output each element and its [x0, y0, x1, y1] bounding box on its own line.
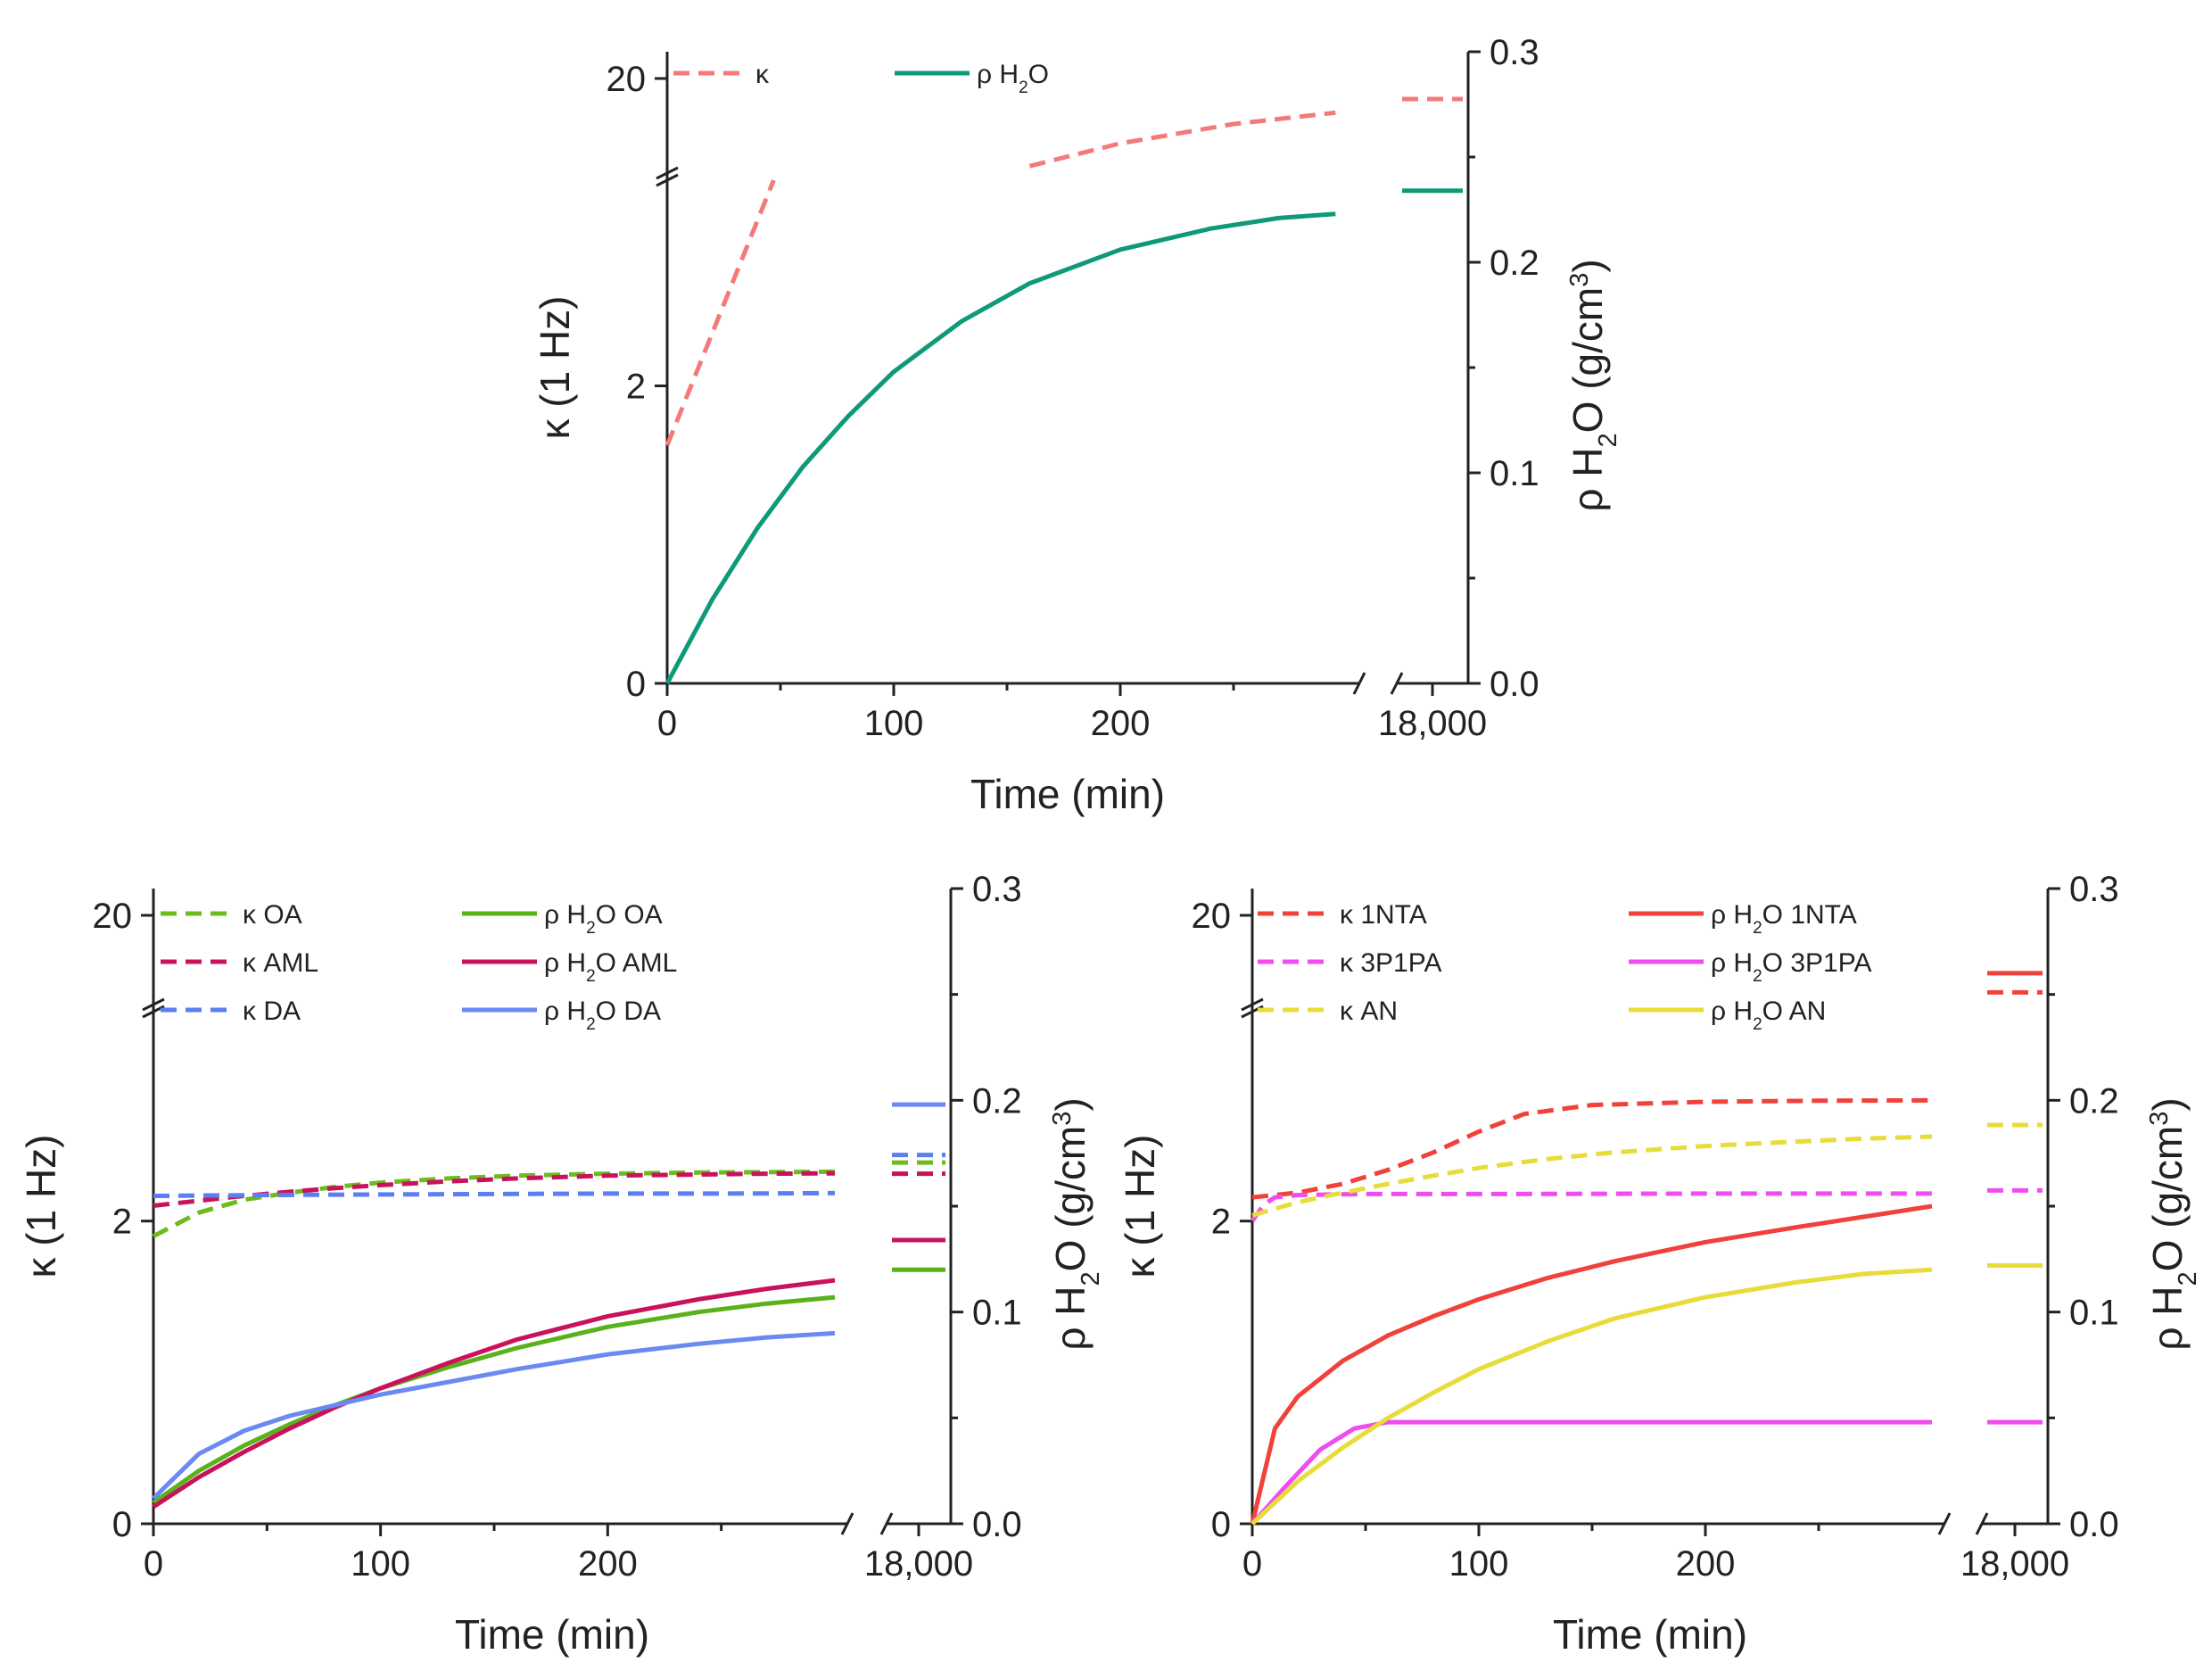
- legend-label: ρ H2O OA: [544, 900, 663, 938]
- x-break-mark: [1937, 1512, 1952, 1535]
- legend-label: κ DA: [243, 997, 301, 1026]
- x-axis-label: Time (min): [455, 1611, 649, 1658]
- y-right-tick-label: 0.2: [2069, 1081, 2119, 1121]
- x-tick-label: 0: [657, 704, 677, 743]
- y-right-axis-label: ρ H2O (g/cm3): [1047, 1097, 1105, 1350]
- series-line-2: [664, 211, 1336, 685]
- series-line-1: [153, 1170, 836, 1208]
- y-left-tick-label: 20: [93, 897, 133, 936]
- legend-label: κ: [755, 60, 770, 89]
- x-break-mark: [1352, 672, 1366, 695]
- x-axis-label: Time (min): [1553, 1611, 1747, 1658]
- x-tick-label: 200: [1676, 1544, 1736, 1584]
- y-left-tick-label: 0: [626, 665, 646, 704]
- y-right-axis-label: ρ H2O (g/cm3): [1564, 259, 1622, 511]
- legend-label: κ 1NTA: [1340, 900, 1427, 930]
- legend-label: ρ H2O 3P1PA: [1711, 948, 1872, 986]
- legend-label: ρ H2O DA: [544, 997, 661, 1034]
- y-left-axis-label: κ (1 Hz): [18, 1135, 64, 1278]
- legend-label: ρ H2O 1NTA: [1711, 900, 1857, 938]
- y-right-tick-label: 0.0: [1490, 665, 1539, 704]
- legend-label: ρ H2O AML: [544, 948, 677, 986]
- chart-bottom-right: 0 100 200 18,000 Time (min) 0 2 20 κ (1 Hz) 0.0 0.…: [1117, 870, 2202, 1658]
- series-line-1: [1250, 1191, 1932, 1223]
- y-left-tick-label: 2: [626, 368, 646, 407]
- y-left-tick-label: 2: [1211, 1203, 1231, 1242]
- x-break-tick-label: 18,000: [1378, 704, 1487, 743]
- y-left-tick-label: 20: [1192, 897, 1232, 936]
- y-left-tick-label: 2: [112, 1203, 132, 1242]
- series-line-3: [1250, 1203, 1933, 1525]
- legend-label: ρ H2O: [977, 60, 1049, 97]
- series-line-0: [664, 179, 776, 447]
- y-right-tick-label: 0.2: [972, 1081, 1022, 1121]
- x-break-mark: [879, 1512, 894, 1535]
- y-right-tick-label: 0.3: [1490, 33, 1539, 72]
- x-break-tick-label: 18,000: [864, 1544, 973, 1584]
- series-line-4: [152, 1278, 836, 1509]
- x-tick-label: 100: [1449, 1544, 1509, 1584]
- y-right-tick-label: 0.0: [972, 1505, 1022, 1544]
- chart-top: 0 100 200 18,000 Time (min) 0 2 20 κ (1 Hz) 0.0 0.…: [532, 33, 1622, 817]
- x-tick-label: 100: [864, 704, 924, 743]
- x-break-mark: [1390, 672, 1404, 695]
- series-line-0: [152, 1169, 836, 1238]
- y-right-axis-label: ρ H2O (g/cm3): [2144, 1097, 2202, 1350]
- series-line-3: [152, 1294, 836, 1505]
- legend-label: κ 3P1PA: [1340, 948, 1442, 978]
- y-left-axis-label: κ (1 Hz): [532, 296, 578, 440]
- legend-label: κ AN: [1340, 997, 1398, 1026]
- y-right-tick-label: 0.3: [2069, 870, 2119, 909]
- y-break-mark: [142, 997, 165, 1012]
- y-right-tick-label: 0.1: [1490, 454, 1539, 493]
- y-right-tick-label: 0.2: [1490, 244, 1539, 283]
- y-right-tick-label: 0.1: [972, 1294, 1022, 1333]
- x-tick-label: 200: [1091, 704, 1151, 743]
- series-line-5: [152, 1330, 836, 1501]
- x-break-mark: [840, 1512, 854, 1535]
- chart-bottom-left: 0 100 200 18,000 Time (min) 0 2 20 κ (1 Hz) 0.0 0.…: [18, 870, 1105, 1658]
- y-break-mark: [656, 173, 679, 187]
- y-break-mark: [656, 166, 679, 180]
- series-line-2: [153, 1190, 836, 1198]
- x-tick-label: 100: [351, 1544, 410, 1584]
- x-tick-label: 200: [578, 1544, 638, 1584]
- legend-label: κ AML: [243, 948, 318, 978]
- y-right-tick-label: 0.0: [2069, 1505, 2119, 1544]
- series-line-5: [1250, 1267, 1933, 1526]
- legend-label: ρ H2O AN: [1711, 997, 1826, 1034]
- series-line-4: [1250, 1419, 1932, 1526]
- x-tick-label: 0: [1242, 1544, 1262, 1584]
- series-line-0: [1251, 1097, 1933, 1200]
- x-tick-label: 0: [144, 1544, 163, 1584]
- x-break-mark: [1975, 1512, 1989, 1535]
- y-right-tick-label: 0.1: [2069, 1294, 2119, 1333]
- x-axis-label: Time (min): [970, 771, 1165, 817]
- y-left-axis-label: κ (1 Hz): [1117, 1135, 1163, 1278]
- series-line-2: [1251, 1134, 1933, 1218]
- legend-label: κ OA: [243, 900, 302, 930]
- series-line-1: [1028, 110, 1336, 169]
- y-left-tick-label: 20: [607, 60, 647, 99]
- y-left-tick-label: 0: [1211, 1505, 1231, 1544]
- y-right-tick-label: 0.3: [972, 870, 1022, 909]
- y-break-mark: [1241, 997, 1264, 1012]
- x-break-tick-label: 18,000: [1960, 1544, 2069, 1584]
- y-left-tick-label: 0: [112, 1505, 132, 1544]
